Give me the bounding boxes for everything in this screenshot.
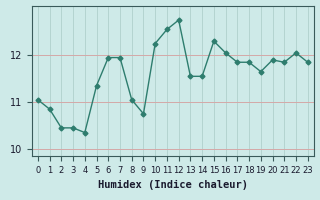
X-axis label: Humidex (Indice chaleur): Humidex (Indice chaleur) <box>98 180 248 190</box>
